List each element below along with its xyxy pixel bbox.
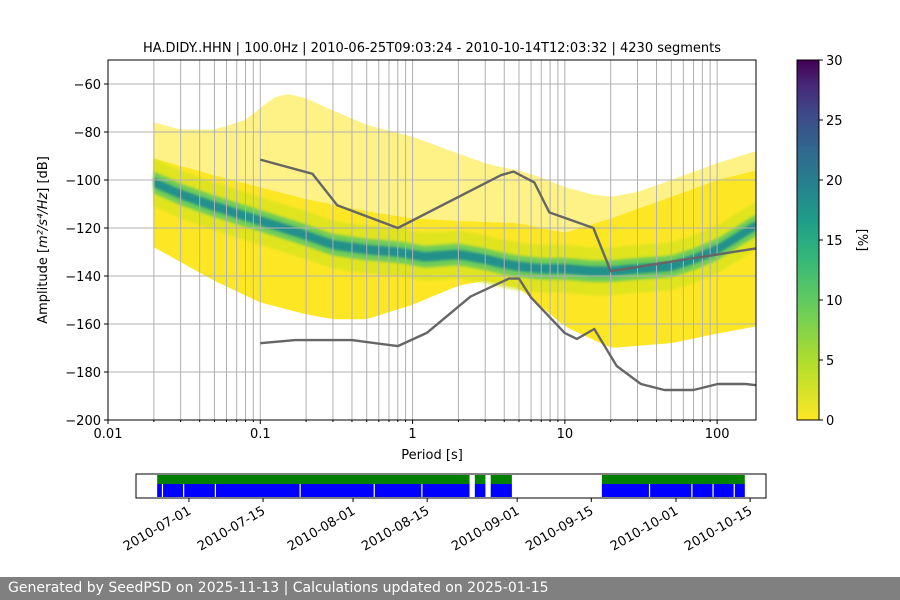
colorbar-tick-label: 30 <box>826 54 843 69</box>
colorbar-tick-label: 20 <box>826 174 843 189</box>
grid-lines <box>108 60 756 420</box>
y-tick-label: −100 <box>65 174 101 189</box>
psd-sparse-outlier-region <box>153 94 756 232</box>
colorbar-tick-label: 0 <box>826 414 834 429</box>
y-tick-label: −80 <box>74 126 101 141</box>
footer-bar: Generated by SeedPSD on 2025-11-13 | Cal… <box>0 577 900 600</box>
y-axis-ticks: −60 −80 −100 −120 −140 −160 −180 −200 <box>65 78 108 429</box>
colorbar-tick-label: 15 <box>826 234 843 249</box>
y-axis-label: Amplitude [m²/s⁴/Hz] [dB] <box>36 156 51 324</box>
chart-title: HA.DIDY..HHN | 100.0Hz | 2010-06-25T09:0… <box>143 41 721 56</box>
timeline-bars <box>157 475 745 497</box>
footer-text: Generated by SeedPSD on 2025-11-13 | Cal… <box>8 580 549 596</box>
y-tick-label: −120 <box>65 222 101 237</box>
timeline-blue-segment <box>601 484 745 497</box>
x-tick-label: 0.01 <box>94 427 123 442</box>
y-tick-label: −200 <box>65 414 101 429</box>
timeline-blue-segment <box>157 484 470 497</box>
timeline-ticks: 2010-07-01 2010-07-15 2010-08-01 2010-08-15… <box>121 498 755 554</box>
y-tick-label: −180 <box>65 366 101 381</box>
psd-plot-area: 0.01 0.1 1 10 100 −60 −80 −100 −120 −140 −160 −180… <box>65 59 757 442</box>
y-tick-label: −160 <box>65 318 101 333</box>
colorbar-label: [%] <box>854 229 869 252</box>
colorbar-tick-label: 10 <box>826 294 843 309</box>
timeline-tick-label: 2010-07-15 <box>195 504 268 555</box>
x-tick-label: 0.1 <box>250 427 271 442</box>
colorbar-ticks: 0 5 10 15 20 25 30 <box>819 54 843 429</box>
plot-frame <box>107 59 757 421</box>
colorbar-tick-label: 5 <box>826 354 834 369</box>
psd-mode-band <box>153 177 756 276</box>
timeline-tick-label: 2010-10-15 <box>682 504 755 555</box>
x-tick-label: 1 <box>408 427 416 442</box>
timeline-tick-label: 2010-09-15 <box>523 504 596 555</box>
timeline-tick-label: 2010-08-01 <box>285 504 358 555</box>
y-tick-label: −60 <box>74 78 101 93</box>
reference-noise-models <box>259 158 756 392</box>
timeline-tick-label: 2010-09-01 <box>449 504 522 555</box>
x-axis-ticks: 0.01 0.1 1 10 100 <box>94 420 730 442</box>
x-axis-label: Period [s] <box>401 448 463 463</box>
data-availability-timeline: 2010-07-01 2010-07-15 2010-08-01 2010-08-15… <box>121 473 767 554</box>
timeline-blue-segment <box>474 484 486 497</box>
timeline-green-segment <box>474 475 486 484</box>
psd-chart: HA.DIDY..HHN | 100.0Hz | 2010-06-25T09:0… <box>36 41 869 554</box>
timeline-tick-label: 2010-07-01 <box>121 504 194 555</box>
colorbar-gradient <box>796 59 820 421</box>
y-tick-label: −140 <box>65 270 101 285</box>
timeline-green-segment <box>601 475 745 484</box>
nhnm-curve <box>259 158 756 273</box>
colorbar: 0 5 10 15 20 25 30 [%] <box>796 54 869 429</box>
timeline-tick-label: 2010-08-15 <box>359 504 432 555</box>
timeline-green-segment <box>157 475 470 484</box>
timeline-blue-segment <box>490 484 512 497</box>
colorbar-tick-label: 25 <box>826 114 843 129</box>
timeline-tick-label: 2010-10-01 <box>608 504 681 555</box>
timeline-green-segment <box>490 475 512 484</box>
nlnm-curve <box>260 277 756 392</box>
x-tick-label: 10 <box>557 427 574 442</box>
x-tick-label: 100 <box>705 427 730 442</box>
y-axis-unit: m²/s⁴/Hz <box>36 192 51 248</box>
